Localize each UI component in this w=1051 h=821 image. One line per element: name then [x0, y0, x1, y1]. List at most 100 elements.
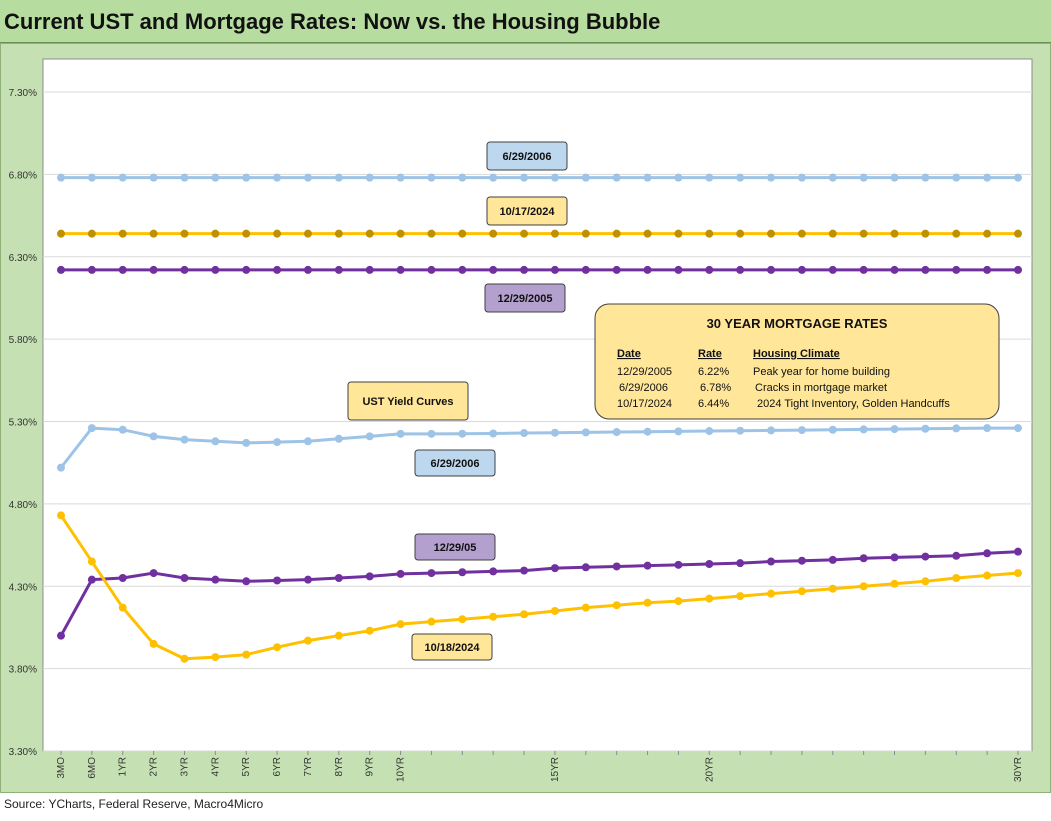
data-point: [489, 173, 498, 182]
callout-label: 12/29/05: [434, 542, 477, 554]
data-point: [489, 265, 498, 274]
data-point: [520, 265, 529, 274]
data-point: [736, 173, 745, 182]
data-point: [396, 265, 405, 274]
data-point: [396, 620, 405, 629]
data-point: [149, 569, 158, 578]
data-point: [118, 603, 127, 612]
data-point: [952, 229, 961, 238]
data-point: [149, 229, 158, 238]
callout-box: 10/17/2024: [486, 196, 568, 226]
data-point: [643, 229, 652, 238]
callout-box: 12/29/05: [414, 533, 496, 561]
source-note: Source: YCharts, Federal Reserve, Macro4…: [4, 797, 264, 811]
data-point: [87, 557, 96, 566]
callout-label: UST Yield Curves: [362, 396, 453, 408]
data-point: [797, 229, 806, 238]
data-point: [797, 426, 806, 435]
data-point: [303, 265, 312, 274]
data-point: [674, 560, 683, 569]
x-axis-ticks: 3MO 6MO 1YR 2YR 3YR 4YR 5YR 6YR 7YR 8YR 9YR 10YR 15Y…: [56, 751, 1024, 782]
series-ust_2006: [57, 424, 1022, 472]
y-axis-ticks: 7.30% 6.80% 6.30% 5.80% 5.30% 4.80% 4.30% 3.80%…: [9, 88, 37, 758]
data-point: [87, 229, 96, 238]
data-point: [767, 173, 776, 182]
y-tick-label: 6.80%: [9, 170, 37, 181]
data-point: [859, 265, 868, 274]
mortgage-table-header: Rate: [698, 348, 722, 360]
data-point: [57, 229, 65, 238]
data-point: [890, 425, 899, 434]
data-point: [180, 229, 189, 238]
data-point: [1014, 265, 1022, 274]
data-point: [983, 173, 992, 182]
data-point: [859, 554, 868, 563]
x-tick-label: 4YR: [210, 757, 221, 776]
data-point: [612, 428, 621, 437]
data-point: [890, 553, 899, 562]
y-tick-label: 5.80%: [9, 335, 37, 346]
data-point: [828, 425, 837, 434]
data-point: [612, 601, 621, 610]
data-point: [1014, 569, 1022, 578]
data-point: [211, 653, 220, 662]
data-point: [952, 574, 961, 583]
data-point: [489, 229, 498, 238]
data-point: [890, 265, 899, 274]
data-point: [520, 566, 529, 575]
data-point: [458, 615, 467, 624]
data-point: [87, 424, 96, 433]
mortgage-table-cell: 6.22%: [698, 366, 729, 378]
data-point: [118, 574, 127, 583]
mortgage-table-cell: 6.78%: [700, 382, 731, 394]
chart-frame: 7.30% 6.80% 6.30% 5.80% 5.30% 4.80% 4.30% 3.80%…: [0, 43, 1051, 793]
data-point: [396, 569, 405, 578]
data-point: [828, 555, 837, 564]
data-point: [921, 577, 930, 586]
data-point: [458, 229, 467, 238]
series-ust_2005: [57, 547, 1022, 640]
data-point: [303, 575, 312, 584]
data-point: [643, 427, 652, 436]
series-ust_2024: [57, 511, 1022, 663]
data-point: [520, 610, 529, 619]
data-point: [859, 173, 868, 182]
data-point: [983, 549, 992, 558]
data-point: [890, 579, 899, 588]
mortgage-table-header: Housing Climate: [753, 348, 840, 360]
data-point: [674, 265, 683, 274]
data-point: [87, 265, 96, 274]
data-point: [797, 556, 806, 565]
data-point: [890, 229, 899, 238]
data-point: [57, 631, 65, 640]
callout-box: 6/29/2006: [414, 449, 496, 477]
data-point: [303, 636, 312, 645]
data-point: [550, 428, 559, 437]
x-tick-label: 2YR: [149, 757, 160, 776]
data-point: [458, 173, 467, 182]
data-point: [242, 173, 251, 182]
data-point: [396, 229, 405, 238]
data-point: [211, 173, 220, 182]
data-point: [643, 561, 652, 570]
x-tick-label: 6MO: [87, 757, 98, 779]
data-point: [859, 425, 868, 434]
callout-box: 10/18/2024: [411, 633, 493, 661]
data-point: [767, 557, 776, 566]
data-point: [828, 229, 837, 238]
data-point: [458, 568, 467, 577]
data-point: [427, 173, 436, 182]
callouts: 6/29/2006 10/17/2024 12/29/2005 UST Yield C…: [347, 141, 568, 661]
data-point: [859, 582, 868, 591]
data-point: [365, 432, 374, 441]
data-point: [211, 437, 220, 446]
data-point: [797, 173, 806, 182]
data-point: [118, 229, 127, 238]
data-point: [581, 265, 590, 274]
data-point: [180, 173, 189, 182]
data-point: [458, 265, 467, 274]
data-point: [828, 173, 837, 182]
x-tick-label: 30YR: [1013, 757, 1024, 782]
data-point: [550, 173, 559, 182]
y-tick-label: 4.80%: [9, 500, 37, 511]
